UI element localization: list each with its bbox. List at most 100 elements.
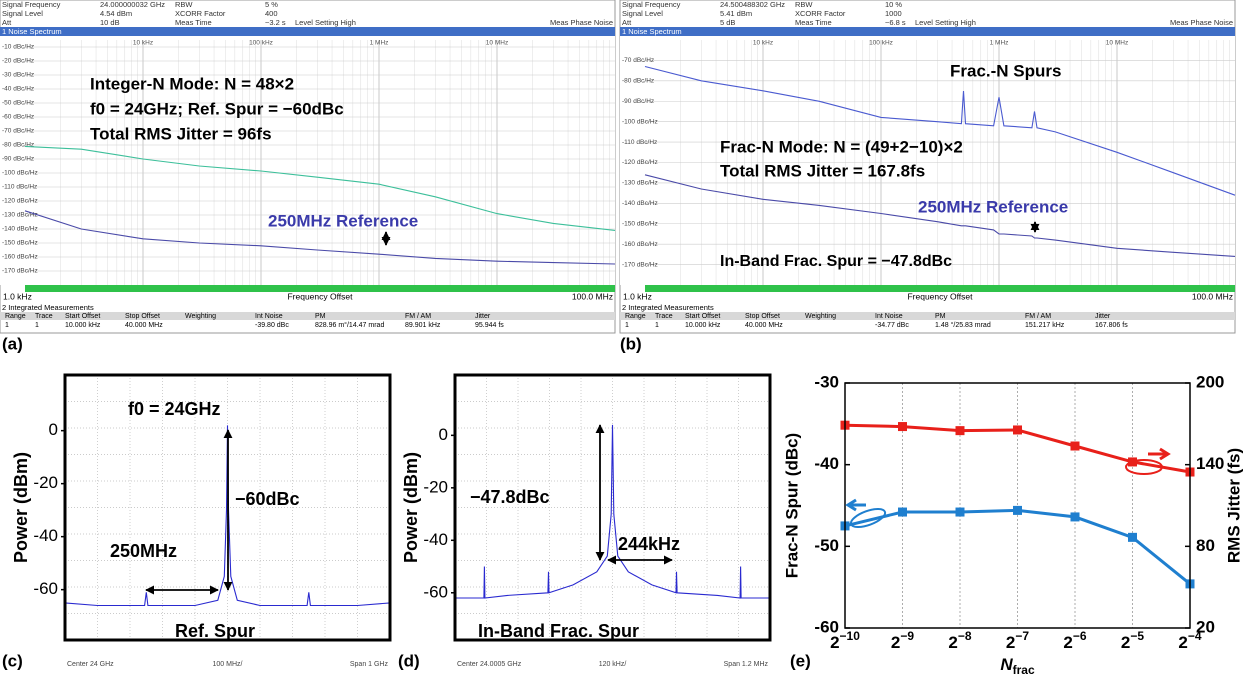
table-cell: 40.000 MHz — [745, 322, 783, 329]
series-line — [455, 424, 770, 599]
y2-axis-label: RMS Jitter (fs) — [1224, 448, 1243, 563]
header-text: 24.500488302 GHz — [720, 0, 785, 9]
table-cell: 1 — [35, 322, 39, 329]
y2-tick-label: 20 — [1196, 617, 1215, 636]
table-cell: -34.77 dBc — [875, 322, 909, 329]
table-title: 2 Integrated Measurements — [622, 303, 714, 312]
panel-label: (e) — [790, 651, 811, 670]
header-text: 5.41 dBm — [720, 9, 752, 18]
annotation: 250MHz Reference — [268, 211, 418, 230]
table-cell: 10.000 kHz — [685, 322, 721, 329]
table-header-cell: Jitter — [475, 313, 491, 320]
footer-text: Span 1.2 MHz — [724, 661, 769, 668]
y-tick-label: -160 dBc/Hz — [2, 254, 38, 261]
data-point — [1128, 532, 1137, 542]
x-tick-label: 1 MHz — [990, 40, 1009, 47]
panel-label: (c) — [2, 651, 23, 670]
table-header-cell: FM / AM — [405, 313, 431, 320]
x-tick-label: 10 MHz — [1106, 40, 1128, 47]
table-header-cell: Int Noise — [875, 313, 903, 320]
y-tick-label: -150 dBc/Hz — [622, 220, 658, 227]
table-header-cell: Stop Offset — [745, 313, 780, 320]
annotation: 244kHz — [618, 534, 680, 554]
axis-arrow — [845, 498, 866, 512]
annotation: f0 = 24GHz; Ref. Spur = −60dBc — [90, 99, 344, 118]
x-tick-label: 100 kHz — [249, 40, 273, 47]
y-axis-label: Frac-N Spur (dBc) — [782, 433, 801, 578]
x-axis-label: Frequency Offset — [907, 291, 973, 301]
series-line — [644, 65, 1236, 196]
table-cell: 40.000 MHz — [125, 322, 163, 329]
plot-frame — [63, 373, 392, 642]
header-text: ~3.2 s — [265, 18, 286, 27]
table-header-cell: FM / AM — [1025, 313, 1051, 320]
series-line — [24, 210, 616, 265]
header-text: ~6.8 s — [885, 18, 906, 27]
footer-text: 100 MHz/ — [213, 661, 243, 668]
table-header-cell: PM — [935, 313, 946, 320]
y-tick-label: -40 — [33, 526, 58, 545]
y-tick-label: -10 dBc/Hz — [2, 44, 34, 51]
y-tick-label: -170 dBc/Hz — [2, 268, 38, 275]
x-tick-label: 2−4 — [1178, 629, 1201, 652]
y-tick-label: -50 dBc/Hz — [2, 100, 34, 107]
header-text: Meas Phase Noise — [1170, 18, 1233, 27]
y-tick-label: -30 dBc/Hz — [2, 72, 34, 79]
header-text: Signal Level — [2, 9, 43, 18]
x-tick-label: 10 kHz — [753, 40, 773, 47]
axis-arrow — [1148, 447, 1171, 461]
x-tick-label: 2−5 — [1121, 629, 1144, 652]
panel: Signal Frequency 24.000000032 GHz RBW 5 % Si… — [0, 0, 616, 334]
y-tick-label: -140 dBc/Hz — [622, 200, 658, 207]
y2-tick-label: 200 — [1196, 372, 1224, 391]
header-text: Meas Time — [795, 18, 832, 27]
data-point — [1013, 425, 1022, 435]
x-axis-label: Frequency Offset — [287, 291, 353, 301]
annotation: In-Band Frac. Spur = −47.8dBc — [720, 253, 952, 270]
table-header-cell: Trace — [35, 313, 53, 320]
table-cell: 89.901 kHz — [405, 322, 441, 329]
header-text: Signal Level — [622, 9, 663, 18]
table-cell: 151.217 kHz — [1025, 322, 1065, 329]
header-text: Level Setting High — [295, 18, 356, 27]
y-tick-label: -90 dBc/Hz — [622, 98, 654, 105]
y-tick-label: -20 — [423, 477, 448, 496]
y-tick-label: -150 dBc/Hz — [2, 240, 38, 247]
annotation: f0 = 24GHz — [128, 399, 221, 419]
table-header-cell: Weighting — [185, 313, 216, 320]
y-tick-label: -60 — [814, 617, 839, 636]
header-text: RBW — [795, 0, 813, 9]
header-text: Meas Time — [175, 18, 212, 27]
x-tick-label: 100 kHz — [869, 40, 893, 47]
y-tick-label: -30 — [814, 372, 839, 391]
panel: Signal Frequency 24.500488302 GHz RBW 10 % S… — [619, 0, 1236, 334]
y-tick-label: 0 — [439, 425, 448, 444]
table-cell: 1.48 °/25.83 mrad — [935, 321, 991, 329]
x-axis-label-sub: frac — [1013, 663, 1035, 677]
y-tick-label: -110 dBc/Hz — [2, 184, 37, 191]
x-axis-label-main: N — [1000, 655, 1013, 674]
table-cell: -39.80 dBc — [255, 322, 289, 329]
y-tick-label: -170 dBc/Hz — [622, 261, 658, 268]
y-tick-label: -40 — [814, 454, 839, 473]
window-title: 1 Noise Spectrum — [622, 27, 682, 36]
y-tick-label: -100 dBc/Hz — [2, 170, 38, 177]
table-header-cell: Jitter — [1095, 313, 1111, 320]
y-tick-label: -130 dBc/Hz — [622, 180, 658, 187]
y-tick-label: -60 — [33, 579, 58, 598]
table-cell: 1 — [5, 322, 9, 329]
data-point — [1070, 441, 1080, 451]
table-title: 2 Integrated Measurements — [2, 303, 94, 312]
header-text: XCORR Factor — [175, 9, 226, 18]
annotation: In-Band Frac. Spur — [478, 621, 639, 641]
series-line — [24, 145, 616, 231]
x-tick-label: 2−7 — [1006, 629, 1029, 652]
data-point — [955, 507, 965, 517]
annotation: Frac-N Mode: N = (49+2−10)×2 — [720, 137, 963, 156]
header-text: 5 % — [265, 0, 278, 9]
plot-area — [0, 36, 615, 285]
panel-label: (b) — [620, 334, 642, 353]
x-tick-label: 10 kHz — [133, 40, 153, 47]
